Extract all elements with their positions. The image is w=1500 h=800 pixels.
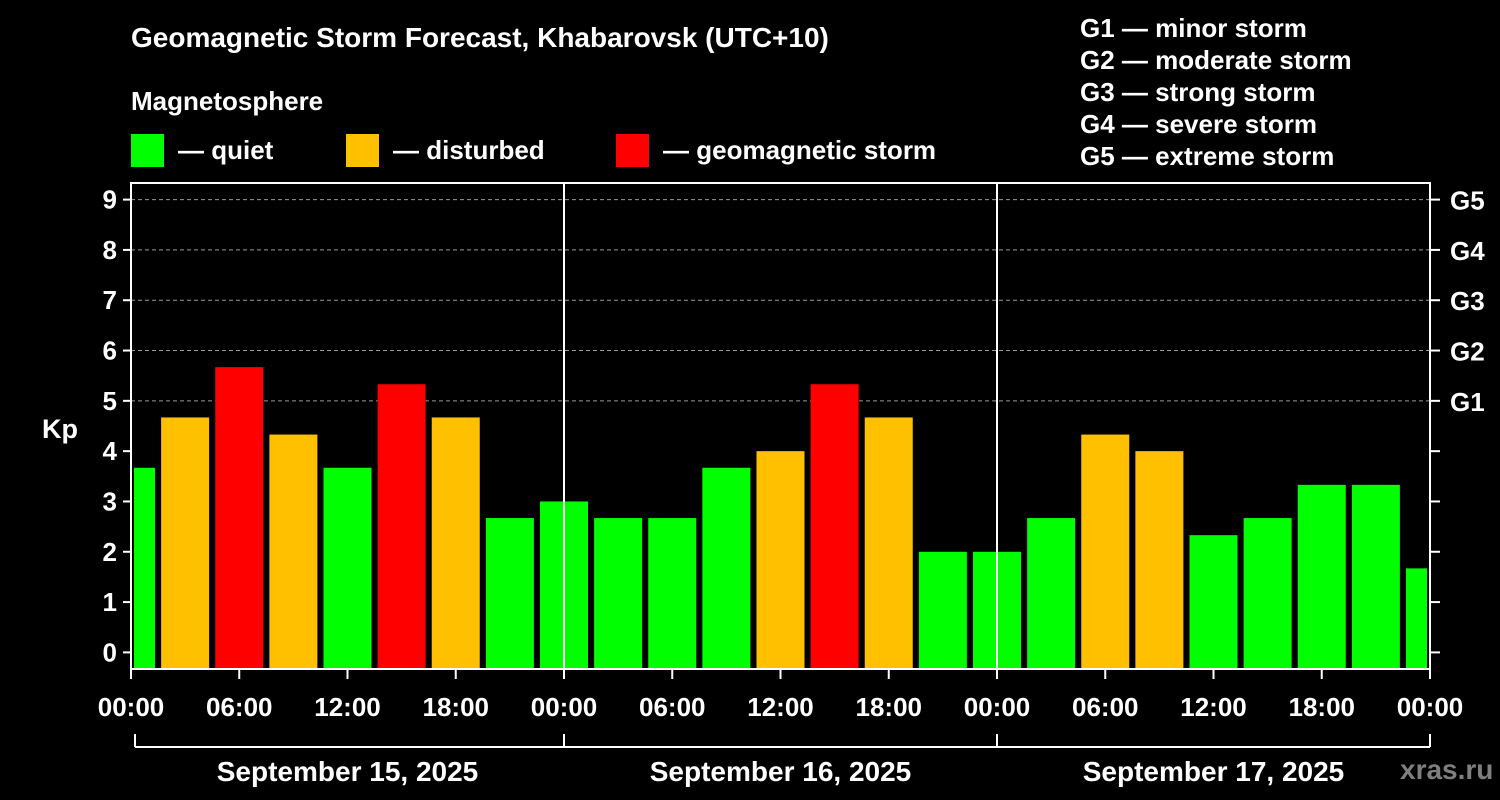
y-tick-label: 0	[103, 637, 117, 667]
kp-bar	[377, 384, 426, 669]
kp-bar	[864, 417, 913, 669]
g-scale-tick-label: G1	[1450, 387, 1485, 417]
legend-item-quiet: — quiet	[131, 134, 273, 167]
x-tick-label: 18:00	[856, 692, 923, 722]
day-label: September 17, 2025	[1083, 756, 1345, 787]
x-tick-label: 06:00	[639, 692, 706, 722]
y-tick-label: 2	[103, 537, 117, 567]
legend-swatch-quiet	[131, 134, 164, 167]
g-scale-g1: G1 — minor storm	[1080, 13, 1307, 43]
kp-bar	[431, 417, 480, 669]
g-scale-g2: G2 — moderate storm	[1080, 45, 1352, 75]
kp-bar	[215, 367, 264, 669]
kp-bar	[1027, 518, 1076, 669]
legend-label-disturbed: — disturbed	[393, 135, 545, 165]
kp-bar	[323, 467, 372, 669]
x-tick-label: 12:00	[747, 692, 814, 722]
g-scale-g3: G3 — strong storm	[1080, 77, 1316, 107]
x-tick-label: 00:00	[1397, 692, 1464, 722]
x-tick-label: 06:00	[206, 692, 273, 722]
kp-bar	[485, 518, 534, 669]
kp-bar	[1297, 484, 1346, 669]
kp-bar	[1135, 451, 1184, 669]
x-tick-label: 12:00	[1180, 692, 1247, 722]
y-tick-label: 3	[103, 486, 117, 516]
x-tick-label: 18:00	[423, 692, 490, 722]
x-tick-label: 00:00	[531, 692, 598, 722]
y-tick-label: 9	[103, 185, 117, 215]
x-tick-label: 06:00	[1072, 692, 1139, 722]
y-tick-label: 7	[103, 285, 117, 315]
x-tick-label: 12:00	[314, 692, 381, 722]
kp-bar	[1351, 484, 1400, 669]
x-tick-label: 00:00	[964, 692, 1031, 722]
legend-swatch-storm	[616, 134, 649, 167]
chart-subtitle: Magnetosphere	[131, 86, 324, 116]
g-scale-tick-label: G2	[1450, 337, 1485, 367]
kp-bar	[269, 434, 318, 669]
g-scale-g5: G5 — extreme storm	[1080, 141, 1335, 171]
kp-bar	[1189, 535, 1238, 669]
legend-item-disturbed: — disturbed	[346, 134, 545, 167]
legend-label-quiet: — quiet	[178, 135, 274, 165]
y-tick-label: 1	[103, 587, 117, 617]
legend-item-storm: — geomagnetic storm	[616, 134, 936, 167]
kp-bar	[810, 384, 859, 669]
kp-bar	[918, 551, 967, 669]
y-tick-label: 5	[103, 386, 117, 416]
g-scale-tick-label: G3	[1450, 286, 1485, 316]
day-label: September 15, 2025	[217, 756, 479, 787]
kp-bar	[1243, 518, 1292, 669]
g-scale-tick-label: G5	[1450, 186, 1485, 216]
y-tick-label: 4	[103, 436, 118, 466]
kp-bar	[594, 518, 643, 669]
kp-bar	[134, 467, 155, 669]
kp-bar	[756, 451, 805, 669]
y-tick-label: 6	[103, 336, 117, 366]
y-tick-label: 8	[103, 235, 117, 265]
x-tick-label: 18:00	[1289, 692, 1356, 722]
g-scale-legend: G1 — minor storm G2 — moderate storm G3 …	[1080, 12, 1352, 172]
kp-bar	[161, 417, 210, 669]
g-scale-g4: G4 — severe storm	[1080, 109, 1318, 139]
x-tick-label: 00:00	[98, 692, 165, 722]
kp-bar	[1081, 434, 1130, 669]
g-scale-tick-label: G4	[1450, 236, 1485, 266]
day-label: September 16, 2025	[650, 756, 912, 787]
legend-swatch-disturbed	[346, 134, 379, 167]
kp-bar	[702, 467, 751, 669]
watermark: xras.ru	[1400, 754, 1494, 785]
kp-bar	[1406, 568, 1427, 669]
y-axis-label: Kp	[42, 414, 78, 444]
legend-label-storm: — geomagnetic storm	[663, 135, 937, 165]
chart-title: Geomagnetic Storm Forecast, Khabarovsk (…	[131, 22, 829, 53]
kp-bar	[648, 518, 697, 669]
